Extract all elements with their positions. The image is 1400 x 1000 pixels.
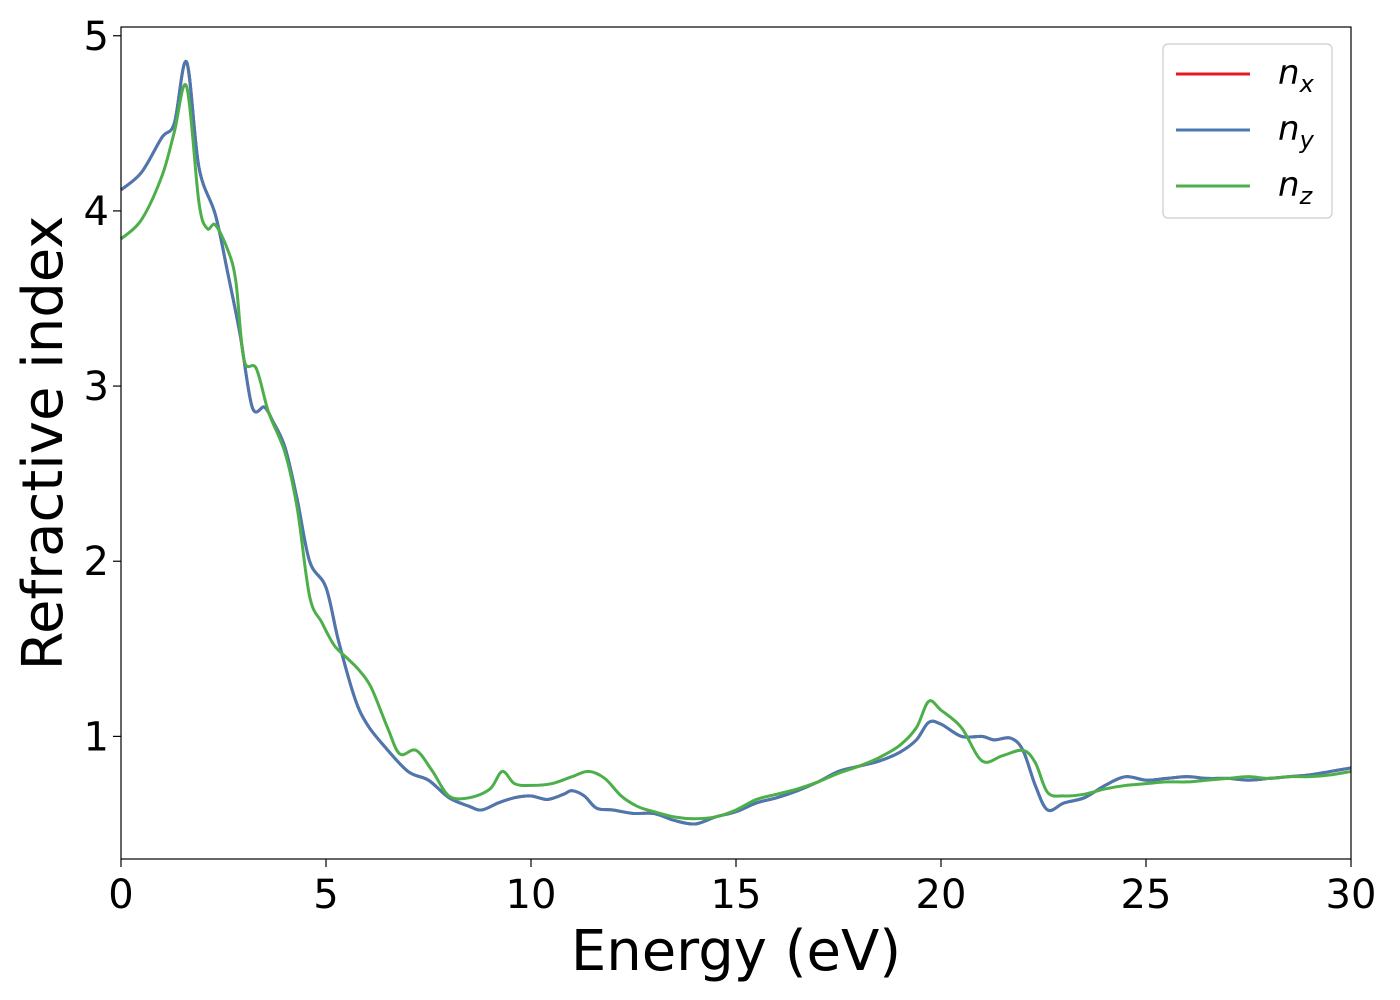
x-tick-label: 0	[108, 872, 133, 918]
x-tick-label: 5	[313, 872, 338, 918]
x-tick-label: 10	[506, 872, 557, 918]
y-axis-label: Refractive index	[11, 216, 76, 671]
legend-label-n-z: nz	[1278, 165, 1314, 210]
x-tick-label: 20	[916, 872, 967, 918]
legend-label-base: n	[1278, 53, 1300, 93]
x-tick-label: 25	[1121, 872, 1172, 918]
x-tick-label: 30	[1326, 872, 1377, 918]
y-tick-label: 5	[84, 14, 109, 60]
legend-label-subscript: y	[1299, 126, 1315, 154]
legend-label-base: n	[1278, 165, 1300, 205]
series-line-n-y	[120, 60, 1352, 826]
x-axis-label: Energy (eV)	[571, 919, 901, 984]
legend-label-n-y: ny	[1278, 109, 1315, 154]
y-tick-label: 1	[84, 714, 109, 760]
plot-background	[121, 27, 1351, 859]
y-tick-label: 2	[84, 539, 109, 585]
legend-label-subscript: z	[1299, 182, 1314, 210]
x-tick-label: 15	[711, 872, 762, 918]
x-axis: 0 5 10 15 20 25 30	[108, 859, 1376, 918]
legend-label-n-x: nx	[1278, 53, 1315, 98]
y-tick-label: 4	[84, 189, 109, 235]
legend-label-base: n	[1278, 109, 1300, 149]
y-axis: 1 2 3 4 5	[84, 14, 121, 760]
series-layer	[119, 60, 1352, 826]
legend-label-subscript: x	[1299, 70, 1315, 98]
y-tick-label: 3	[84, 364, 109, 410]
series-line-n-z	[119, 83, 1352, 821]
